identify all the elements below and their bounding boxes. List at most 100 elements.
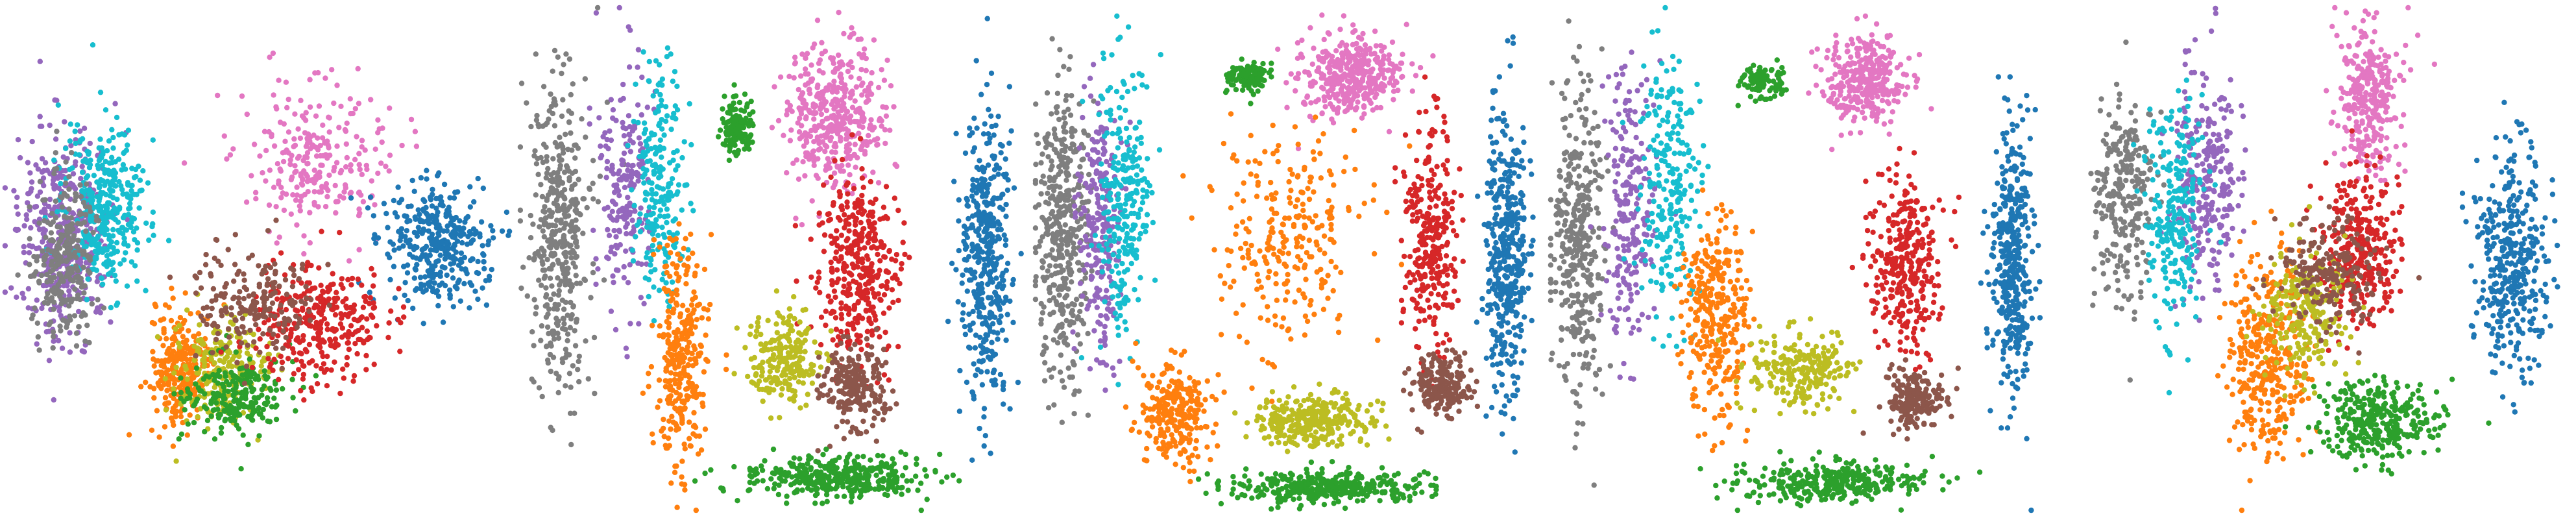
scatter-point — [219, 425, 225, 431]
scatter-point — [631, 182, 637, 188]
scatter-point — [426, 228, 431, 234]
scatter-point — [66, 206, 72, 212]
scatter-point — [272, 314, 278, 319]
scatter-point — [36, 280, 42, 286]
scatter-point — [461, 254, 468, 260]
scatter-point — [287, 162, 293, 167]
scatter-point — [244, 111, 250, 117]
scatter-point — [355, 66, 361, 72]
scatter-point — [528, 212, 533, 219]
scatter-point — [14, 204, 19, 210]
scatter-point — [90, 229, 96, 236]
scatter-point — [962, 150, 969, 156]
scatter-point — [140, 168, 146, 174]
scatter-point — [191, 343, 197, 349]
scatter-point — [831, 79, 837, 84]
scatter-point — [66, 174, 72, 180]
scatter-point — [143, 288, 149, 293]
scatter-point — [297, 208, 303, 214]
scatter-point — [601, 277, 607, 283]
scatter-point — [708, 232, 714, 238]
scatter-point — [648, 269, 654, 275]
scatter-point — [443, 240, 449, 247]
scatter-point — [256, 263, 261, 269]
scatter-point — [834, 97, 840, 103]
scatter-point — [624, 230, 629, 237]
scatter-point — [650, 440, 656, 446]
scatter-point — [271, 395, 277, 401]
scatter-point — [570, 81, 576, 87]
scatter-point — [998, 150, 1004, 156]
scatter-point — [568, 92, 574, 98]
scatter-point — [112, 182, 117, 189]
scatter-point — [77, 128, 83, 134]
scatter-point — [559, 297, 566, 303]
scatter-point — [816, 90, 821, 97]
scatter-point — [664, 288, 670, 293]
scatter-point — [575, 367, 581, 373]
scatter-point — [679, 458, 685, 464]
scatter-point — [348, 168, 354, 174]
scatter-point — [621, 150, 627, 156]
scatter-point — [383, 164, 389, 169]
scatter-point — [736, 99, 743, 106]
scatter-point — [62, 214, 67, 219]
scatter-point — [692, 324, 698, 330]
scatter-point — [731, 119, 737, 125]
scatter-point — [76, 324, 82, 330]
scatter-point — [261, 368, 267, 374]
scatter-point — [558, 278, 564, 284]
scatter-point — [64, 283, 70, 289]
scatter-point — [847, 95, 853, 101]
scatter-point — [166, 304, 172, 310]
scatter-point — [395, 316, 401, 323]
scatter-point — [611, 279, 616, 286]
scatter-point — [652, 162, 658, 167]
scatter-point — [253, 322, 259, 328]
scatter-point — [792, 55, 798, 60]
scatter-point — [969, 248, 975, 254]
scatter-point — [75, 273, 80, 279]
scatter-point — [368, 312, 374, 318]
scatter-point — [173, 364, 179, 371]
scatter-point — [412, 214, 418, 220]
scatter-point — [490, 235, 496, 241]
scatter-point — [222, 370, 228, 376]
scatter-point — [1003, 214, 1009, 219]
scatter-point — [237, 365, 243, 372]
scatter-point — [651, 227, 657, 234]
scatter-point — [1001, 401, 1006, 407]
scatter-point — [402, 234, 408, 240]
scatter-point — [310, 358, 315, 364]
scatter-point — [572, 410, 577, 416]
scatter-point — [862, 151, 868, 157]
scatter-point — [651, 237, 657, 243]
scatter-point — [429, 212, 435, 219]
scatter-point — [253, 345, 259, 351]
scatter-point — [307, 104, 313, 110]
scatter-point — [486, 238, 492, 244]
scatter-point — [284, 105, 290, 111]
scatter-point — [82, 219, 88, 225]
scatter-point — [983, 319, 989, 325]
scatter-point — [549, 232, 555, 238]
scatter-point — [462, 219, 468, 225]
scatter-point — [1003, 297, 1009, 303]
scatter-point — [289, 174, 295, 180]
scatter-point — [213, 236, 219, 243]
scatter-point — [156, 434, 162, 440]
scatter-point — [84, 323, 90, 328]
scatter-point — [67, 138, 73, 144]
scatter-point — [200, 318, 206, 324]
scatter-point — [559, 157, 565, 163]
scatter-point — [249, 173, 254, 179]
scatter-point — [557, 134, 563, 140]
scatter-point — [368, 97, 374, 103]
scatter-point — [348, 190, 354, 195]
scatter-point — [339, 276, 345, 282]
scatter-point — [638, 261, 644, 267]
scatter-point — [408, 116, 415, 123]
scatter-point — [839, 162, 845, 169]
scatter-point — [263, 147, 269, 154]
scatter-point — [609, 162, 615, 168]
